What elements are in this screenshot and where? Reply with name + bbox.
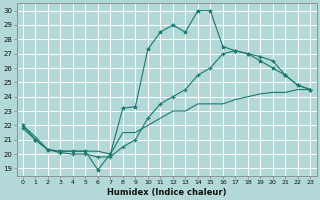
X-axis label: Humidex (Indice chaleur): Humidex (Indice chaleur) bbox=[107, 188, 226, 197]
